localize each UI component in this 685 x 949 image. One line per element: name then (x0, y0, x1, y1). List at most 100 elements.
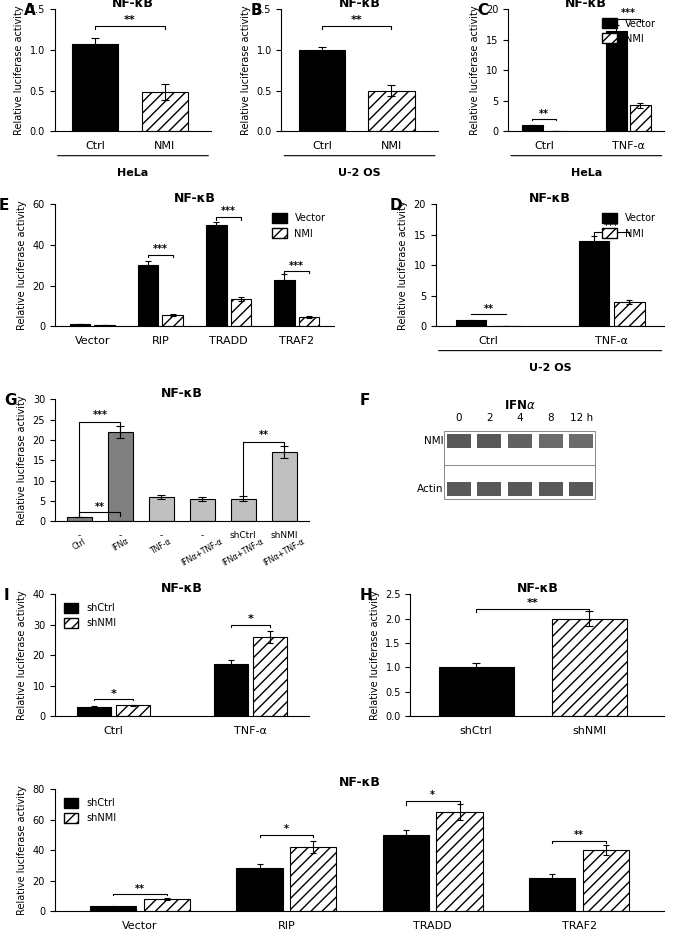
Text: *: * (430, 791, 435, 800)
Text: ***: *** (604, 221, 619, 231)
Text: 2: 2 (486, 413, 493, 422)
Title: NF-κB: NF-κB (338, 776, 381, 790)
Legend: shCtrl, shNMI: shCtrl, shNMI (60, 599, 120, 632)
Text: *: * (284, 824, 289, 834)
Text: **: ** (124, 14, 136, 25)
Legend: shCtrl, shNMI: shCtrl, shNMI (60, 794, 120, 828)
Title: NF-κB: NF-κB (173, 192, 216, 205)
Text: C: C (477, 4, 488, 18)
Text: *: * (247, 614, 253, 623)
Title: NF-κB: NF-κB (161, 386, 203, 400)
Bar (538, 481, 562, 496)
Bar (116, 705, 150, 716)
Text: **: ** (259, 430, 269, 440)
Text: **: ** (539, 109, 549, 119)
Bar (190, 499, 214, 521)
Bar (253, 637, 287, 716)
Text: **: ** (574, 830, 584, 840)
Legend: Vector, NMI: Vector, NMI (599, 14, 660, 47)
Bar (138, 266, 158, 326)
Bar (162, 315, 183, 326)
Text: H: H (360, 588, 373, 604)
Bar (206, 225, 227, 326)
Bar (70, 324, 90, 326)
Text: U-2 OS: U-2 OS (529, 363, 571, 373)
Text: A: A (23, 4, 36, 18)
Bar (583, 850, 629, 911)
Text: **: ** (484, 304, 494, 314)
Text: **: ** (527, 598, 538, 607)
Bar (529, 878, 575, 911)
Text: Ctrl: Ctrl (71, 536, 88, 551)
Bar (149, 497, 173, 521)
Text: ***: *** (621, 8, 636, 17)
Y-axis label: Relative luciferase activity: Relative luciferase activity (241, 6, 251, 135)
Bar (522, 125, 543, 131)
Text: Actin: Actin (416, 484, 443, 493)
Title: NF-κB: NF-κB (516, 582, 558, 594)
Text: IFNα+TNF-α: IFNα+TNF-α (180, 536, 225, 568)
Legend: Vector, NMI: Vector, NMI (599, 210, 660, 242)
Text: **: ** (351, 14, 362, 25)
Text: ***: *** (153, 245, 168, 254)
Text: D: D (390, 198, 403, 214)
Bar (477, 481, 501, 496)
Text: E: E (0, 198, 10, 214)
Y-axis label: Relative luciferase activity: Relative luciferase activity (471, 6, 480, 135)
Text: F: F (360, 393, 370, 408)
Bar (614, 302, 645, 326)
Text: U-2 OS: U-2 OS (338, 168, 381, 177)
Text: *: * (110, 689, 116, 699)
Text: TNF-α: TNF-α (149, 536, 173, 556)
Bar (606, 30, 627, 131)
Bar (551, 619, 627, 716)
Bar (299, 50, 345, 131)
Text: **: ** (135, 884, 145, 894)
Bar (538, 434, 562, 449)
Bar (236, 868, 283, 911)
Text: ***: *** (221, 206, 236, 215)
Text: G: G (4, 393, 16, 408)
Bar (477, 434, 501, 449)
Title: NF-κB: NF-κB (338, 0, 381, 9)
Bar (447, 434, 471, 449)
Bar (630, 105, 651, 131)
Bar (290, 847, 336, 911)
Bar (456, 320, 486, 326)
Bar (144, 899, 190, 911)
Bar (67, 517, 92, 521)
Bar (508, 434, 532, 449)
Bar (445, 431, 595, 499)
Text: 8: 8 (547, 413, 554, 422)
Text: IFN$\alpha$: IFN$\alpha$ (504, 399, 536, 412)
Text: B: B (250, 4, 262, 18)
Text: IFNα+TNF-α: IFNα+TNF-α (221, 536, 266, 568)
Bar (447, 481, 471, 496)
Bar (231, 299, 251, 326)
Bar (369, 91, 414, 131)
Y-axis label: Relative luciferase activity: Relative luciferase activity (370, 590, 379, 720)
Bar (274, 280, 295, 326)
Text: 12 h: 12 h (570, 413, 593, 422)
Title: NF-κB: NF-κB (565, 0, 607, 9)
Title: NF-κB: NF-κB (530, 192, 571, 205)
Bar (214, 664, 248, 716)
Legend: Vector, NMI: Vector, NMI (269, 210, 329, 242)
Bar (436, 812, 483, 911)
Text: NMI: NMI (423, 437, 443, 446)
Bar (508, 481, 532, 496)
Bar (90, 906, 136, 911)
Y-axis label: Relative luciferase activity: Relative luciferase activity (17, 590, 27, 720)
Bar (272, 452, 297, 521)
Bar (72, 44, 119, 131)
Text: 4: 4 (516, 413, 523, 422)
Bar (142, 92, 188, 131)
Bar (569, 481, 593, 496)
Bar (438, 667, 514, 716)
Bar (231, 499, 256, 521)
Bar (569, 434, 593, 449)
Bar (299, 317, 319, 326)
Bar (579, 241, 610, 326)
Text: IFNα: IFNα (110, 536, 130, 553)
Text: ***: *** (92, 410, 108, 419)
